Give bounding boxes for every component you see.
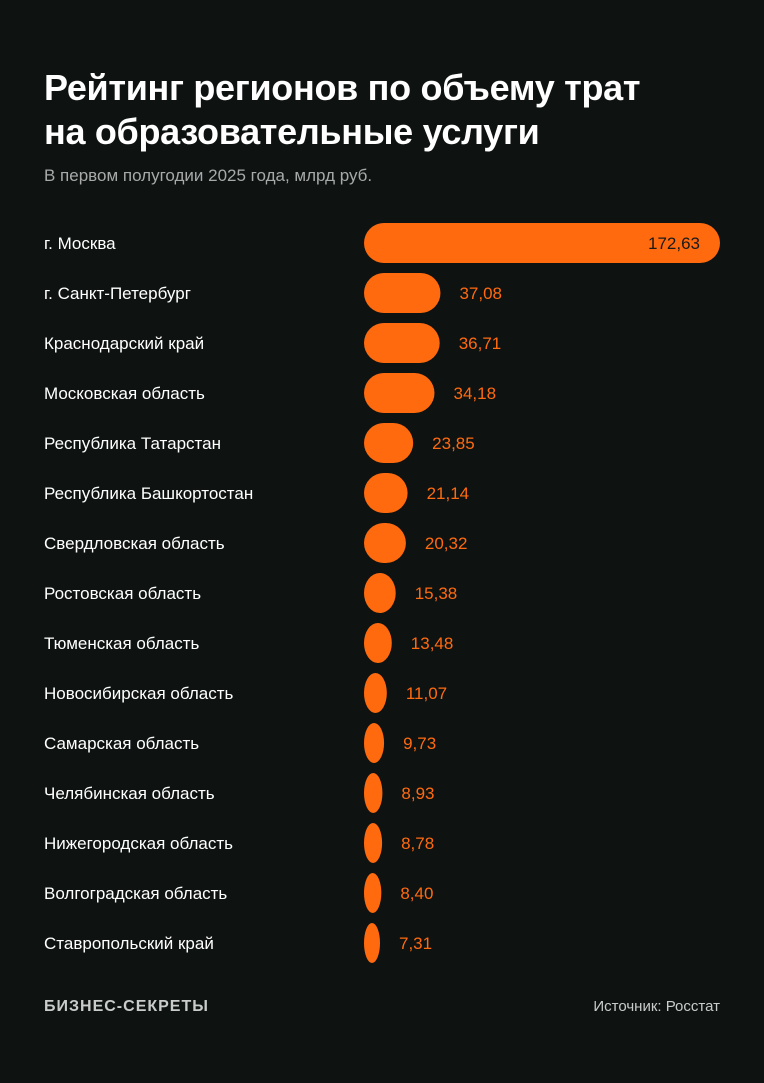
bar bbox=[364, 473, 408, 513]
bar bbox=[364, 223, 720, 263]
value-label: 8,40 bbox=[400, 884, 433, 903]
value-label: 11,07 bbox=[406, 684, 447, 703]
value-label: 36,71 bbox=[459, 334, 502, 353]
bar bbox=[364, 723, 385, 763]
value-label: 172,63 bbox=[648, 234, 700, 253]
value-label: 7,31 bbox=[399, 934, 432, 953]
category-label: Республика Татарстан bbox=[44, 434, 221, 453]
source-note: Источник: Росстат bbox=[593, 998, 720, 1015]
category-label: Ростовская область bbox=[44, 584, 201, 603]
category-label: Самарская область bbox=[44, 734, 199, 753]
category-label: Новосибирская область bbox=[44, 684, 233, 703]
category-label: Московская область bbox=[44, 384, 205, 403]
bar bbox=[364, 873, 382, 913]
value-label: 20,32 bbox=[425, 534, 468, 553]
category-label: Республика Башкортостан bbox=[44, 484, 253, 503]
category-label: Челябинская область bbox=[44, 784, 215, 803]
chart-title-line-1: Рейтинг регионов по объему трат bbox=[44, 67, 641, 108]
category-label: Ставропольский край bbox=[44, 934, 214, 953]
category-label: Нижегородская область bbox=[44, 834, 233, 853]
bar bbox=[364, 623, 392, 663]
category-label: Волгоградская область bbox=[44, 884, 227, 903]
value-label: 15,38 bbox=[415, 584, 458, 603]
value-label: 13,48 bbox=[411, 634, 454, 653]
brand-logo-text: БИЗНЕС-СЕКРЕТЫ bbox=[44, 998, 209, 1015]
bar bbox=[364, 523, 406, 563]
value-label: 8,78 bbox=[401, 834, 434, 853]
value-label: 37,08 bbox=[459, 284, 502, 303]
bar bbox=[364, 673, 387, 713]
bar bbox=[364, 773, 383, 813]
value-label: 9,73 bbox=[403, 734, 436, 753]
category-label: г. Санкт-Петербург bbox=[44, 284, 191, 303]
bar bbox=[364, 823, 383, 863]
category-label: Свердловская область bbox=[44, 534, 225, 553]
value-label: 8,93 bbox=[401, 784, 434, 803]
chart-subtitle: В первом полугодии 2025 года, млрд руб. bbox=[44, 166, 373, 185]
bar bbox=[364, 373, 435, 413]
bar bbox=[364, 573, 396, 613]
bar bbox=[364, 323, 440, 363]
value-label: 34,18 bbox=[453, 384, 496, 403]
bar bbox=[364, 423, 414, 463]
value-label: 23,85 bbox=[432, 434, 475, 453]
category-label: г. Москва bbox=[44, 234, 116, 253]
category-label: Краснодарский край bbox=[44, 334, 204, 353]
bar bbox=[364, 273, 441, 313]
chart-title-line-2: на образовательные услуги bbox=[44, 111, 540, 152]
category-label: Тюменская область bbox=[44, 634, 200, 653]
chart-title: Рейтинг регионов по объему трат на образ… bbox=[44, 66, 724, 154]
bar bbox=[364, 923, 380, 963]
value-label: 21,14 bbox=[427, 484, 470, 503]
